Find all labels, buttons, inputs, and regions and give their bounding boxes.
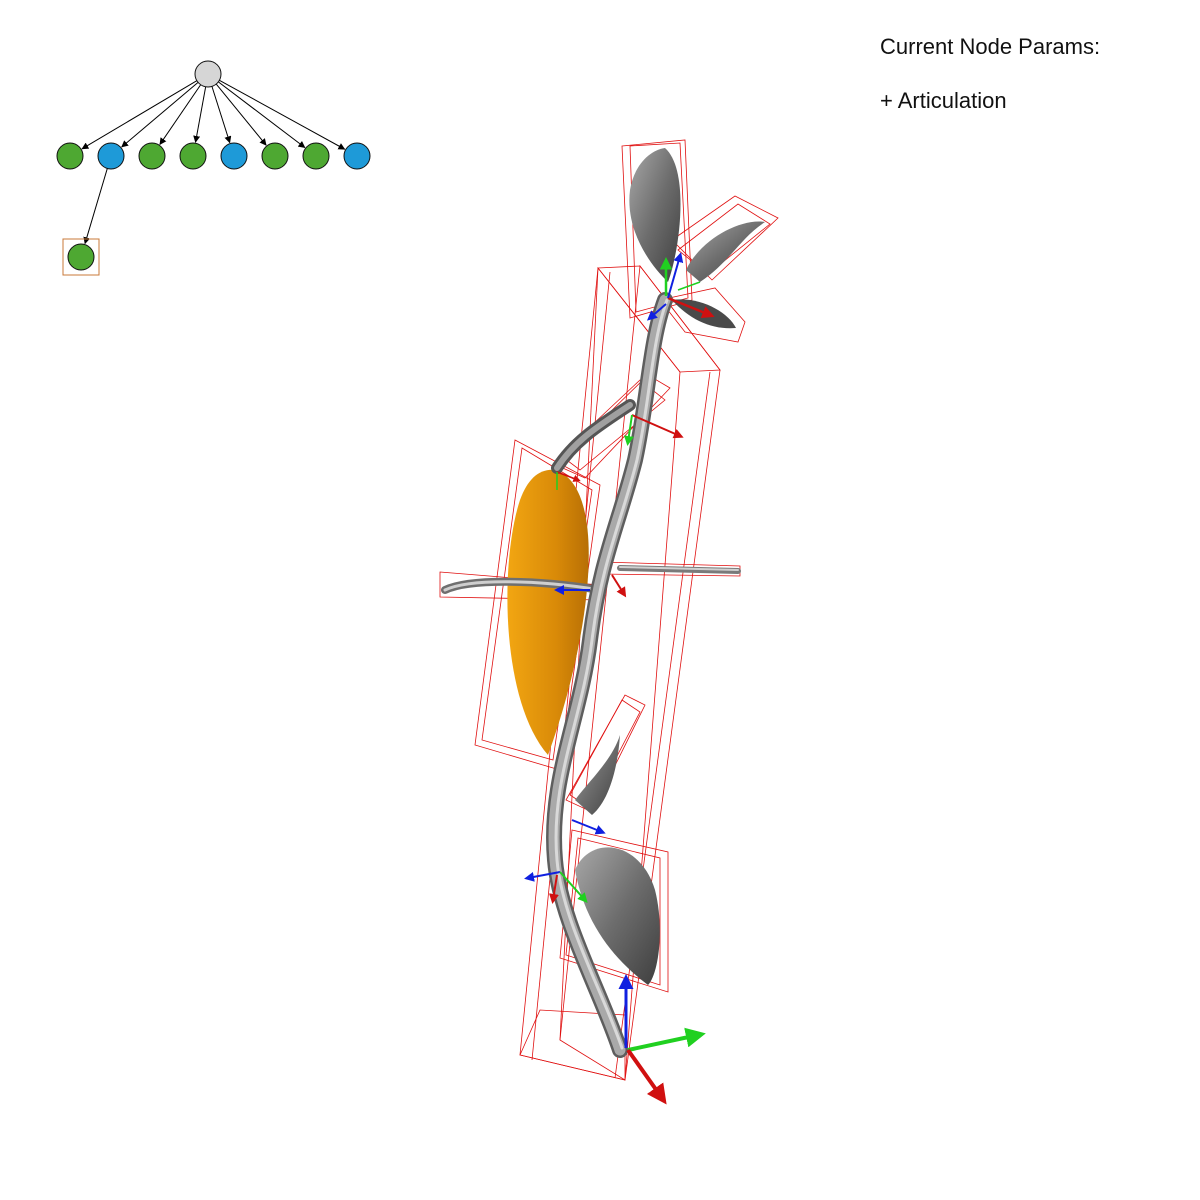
articulation-axes: [524, 252, 715, 1105]
tree-node-branch[interactable]: [343, 142, 371, 170]
tree-edge: [218, 81, 306, 148]
tree-edge: [121, 82, 199, 148]
tree-edge: [219, 79, 346, 150]
leaf-top-bounding-box: [621, 139, 693, 319]
node-params-panel: Current Node Params: + Articulation: [880, 34, 1100, 142]
branch-upper-bounding-box: [555, 374, 671, 479]
tree-edge: [211, 86, 232, 144]
tree-node-leaf[interactable]: [261, 142, 289, 170]
tree-edge: [215, 83, 267, 146]
leaf-top[interactable]: [629, 148, 681, 282]
tree-node-leaf[interactable]: [302, 142, 330, 170]
node-params-title: Current Node Params:: [880, 34, 1101, 59]
tree-nodes: [56, 60, 371, 276]
param-articulation[interactable]: + Articulation: [880, 88, 1007, 113]
tree-edge: [81, 80, 198, 150]
tree-node-leaf[interactable]: [138, 142, 166, 170]
leaf-top-right[interactable]: [686, 221, 765, 282]
node-tree: [56, 60, 371, 276]
tree-node-leaf[interactable]: [179, 142, 207, 170]
tree-edge: [83, 168, 108, 245]
tree-root-node[interactable]: [194, 60, 222, 88]
leaf-small-bounding-box: [659, 287, 746, 343]
tree-node-leaf[interactable]: [56, 142, 84, 170]
selected-node-highlight: [62, 238, 100, 276]
tree-edges: [81, 79, 346, 245]
selected-leaf[interactable]: [507, 469, 589, 755]
tree-node-branch[interactable]: [97, 142, 125, 170]
leaf-bottom[interactable]: [575, 847, 660, 985]
tree-node-selected[interactable]: [67, 243, 95, 271]
leaf-lower-small[interactable]: [575, 735, 620, 815]
tree-node-branch[interactable]: [220, 142, 248, 170]
tree-edge: [159, 84, 202, 146]
tree-edge: [193, 86, 207, 143]
